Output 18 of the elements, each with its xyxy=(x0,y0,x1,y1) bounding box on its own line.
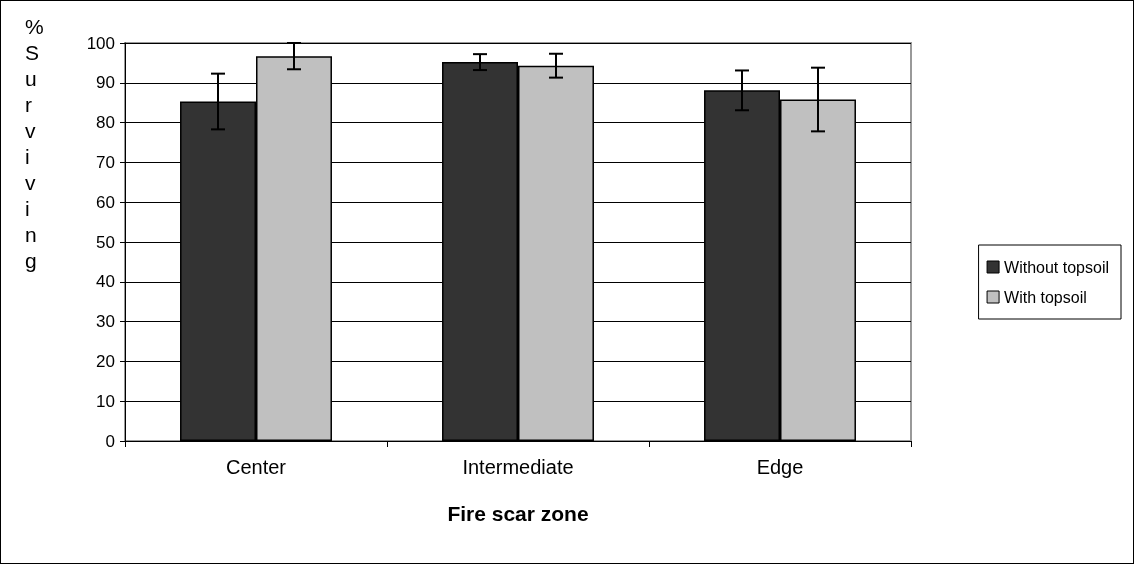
y-tick-label: 20 xyxy=(96,351,115,371)
y-tick-label: 30 xyxy=(96,312,115,332)
legend-label: Without topsoil xyxy=(1004,258,1109,276)
y-tick-label: 100 xyxy=(86,33,115,53)
y-tick-label: 60 xyxy=(96,192,115,212)
text: % Surviving xyxy=(25,14,44,272)
y-tick-label: 10 xyxy=(96,391,115,411)
x-tick-label: Intermediate xyxy=(462,456,574,478)
y-tick-label: 50 xyxy=(96,232,115,252)
legend-label: With topsoil xyxy=(1004,288,1087,306)
y-tick-label: 0 xyxy=(105,431,115,451)
y-tick-label: 40 xyxy=(96,272,115,292)
y-tick-label: 70 xyxy=(96,152,115,172)
x-tick-label: Edge xyxy=(756,456,804,478)
y-tick-label: 80 xyxy=(96,113,115,133)
x-axis-title: Fire scar zone xyxy=(447,502,589,525)
x-tick-label: Center xyxy=(225,456,287,478)
y-tick-label: 90 xyxy=(96,73,115,93)
